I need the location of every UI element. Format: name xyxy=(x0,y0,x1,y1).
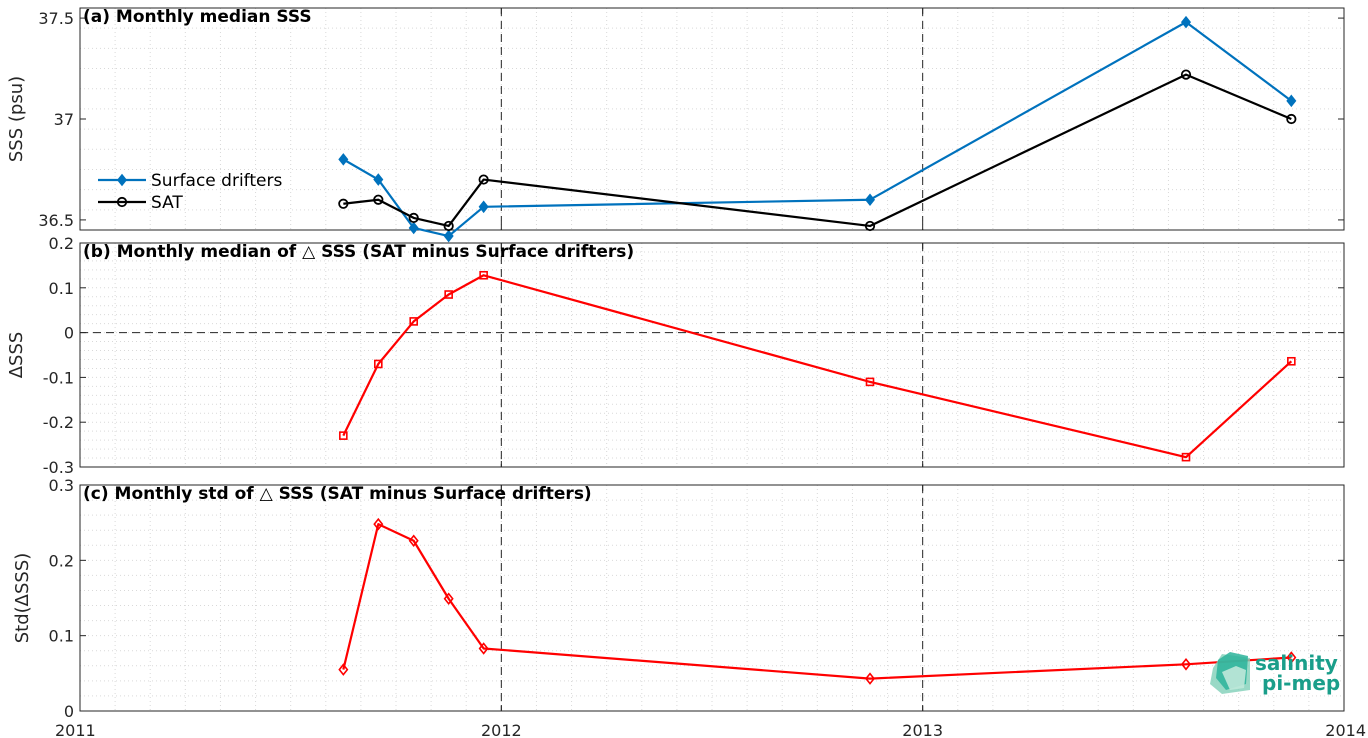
data-point xyxy=(478,200,489,214)
axes-frame xyxy=(79,242,1345,468)
y-axis-label: ΔSSS xyxy=(6,332,27,379)
data-point xyxy=(1180,69,1192,80)
data-point xyxy=(479,270,488,280)
series-surface-drifters xyxy=(338,15,1297,243)
data-point xyxy=(373,517,384,531)
series-line xyxy=(342,274,1293,459)
y-tick-label: 0 xyxy=(64,324,74,343)
y-axis-label: SSS (psu) xyxy=(6,76,27,162)
data-point xyxy=(865,377,875,387)
panel-title: (c) Monthly std of △ SSS (SAT minus Surf… xyxy=(83,484,592,504)
data-point xyxy=(1180,658,1192,671)
data-point xyxy=(1286,94,1297,108)
series-line xyxy=(343,73,1292,228)
data-point xyxy=(116,196,128,208)
series xyxy=(338,517,1297,685)
data-point xyxy=(339,431,348,440)
data-point xyxy=(1181,452,1191,462)
panel-a: 36.5 37 37.5 SSS (psu) (a) Monthly median SS… xyxy=(6,7,1345,243)
data-point xyxy=(338,663,349,676)
y-tick-label: 37 xyxy=(54,110,74,129)
data-point xyxy=(444,290,453,299)
y-tick-label: 0.1 xyxy=(49,627,74,646)
legend-label: Surface drifters xyxy=(151,171,282,191)
data-point xyxy=(864,672,876,685)
data-point xyxy=(1287,356,1296,366)
data-point xyxy=(864,193,876,207)
panel-c: 0 0.1 0.2 0.3 Std(ΔSSS) (c) Monthly std of △ … xyxy=(12,476,1345,721)
data-point xyxy=(478,174,489,185)
series-line xyxy=(342,523,1292,680)
x-tick-label: 2011 xyxy=(55,721,96,738)
series-sat xyxy=(338,69,1297,232)
data-point xyxy=(408,534,419,548)
data-point xyxy=(443,592,454,606)
y-tick-label: -0.1 xyxy=(43,368,74,387)
y-tick-label: 37.5 xyxy=(38,9,74,28)
data-point xyxy=(1286,113,1297,125)
y-tick-label: -0.2 xyxy=(43,413,74,432)
panel-title: (a) Monthly median SSS xyxy=(83,7,312,27)
series-line xyxy=(342,21,1292,238)
y-tick-label: 0.3 xyxy=(49,476,74,495)
axes-frame xyxy=(79,484,1345,712)
x-tick-label: 2014 xyxy=(1325,721,1366,738)
legend-label: SAT xyxy=(151,193,183,213)
data-point xyxy=(338,198,349,209)
logo-line-1: salinity xyxy=(1255,651,1338,675)
y-tick-label: 0.2 xyxy=(49,551,74,570)
data-point xyxy=(443,220,454,232)
grid xyxy=(79,7,1345,231)
panel-b: -0.3 -0.2 -0.1 0 0.1 0.2 ΔSSS (b) Monthly media… xyxy=(6,234,1345,477)
data-point xyxy=(116,173,128,187)
data-point xyxy=(864,220,876,232)
y-tick-label: 36.5 xyxy=(38,211,74,230)
y-tick-label: 0 xyxy=(64,702,74,721)
salinity-pi-mep-logo: salinity pi-mep xyxy=(1210,651,1340,695)
panel-title: (b) Monthly median of △ SSS (SAT minus S… xyxy=(83,242,634,262)
data-point xyxy=(409,317,418,326)
data-point xyxy=(1286,651,1297,664)
data-point xyxy=(373,173,384,186)
logo-line-2: pi-mep xyxy=(1262,671,1340,695)
grid xyxy=(79,484,1345,712)
data-point xyxy=(408,212,419,223)
y-axis-label: Std(ΔSSS) xyxy=(12,553,33,644)
x-tick-label: 2012 xyxy=(481,721,522,738)
series xyxy=(339,270,1296,462)
data-point xyxy=(373,194,384,205)
data-point xyxy=(338,153,349,166)
y-tick-label: -0.3 xyxy=(43,458,74,477)
x-tick-label: 2013 xyxy=(902,721,943,738)
data-point xyxy=(443,229,454,243)
data-point xyxy=(374,359,383,369)
data-point xyxy=(408,221,419,235)
data-point xyxy=(478,642,489,655)
y-tick-label: 0.1 xyxy=(49,279,74,298)
grid xyxy=(79,242,1345,468)
y-tick-label: 0.2 xyxy=(49,234,74,253)
data-point xyxy=(1180,15,1192,29)
